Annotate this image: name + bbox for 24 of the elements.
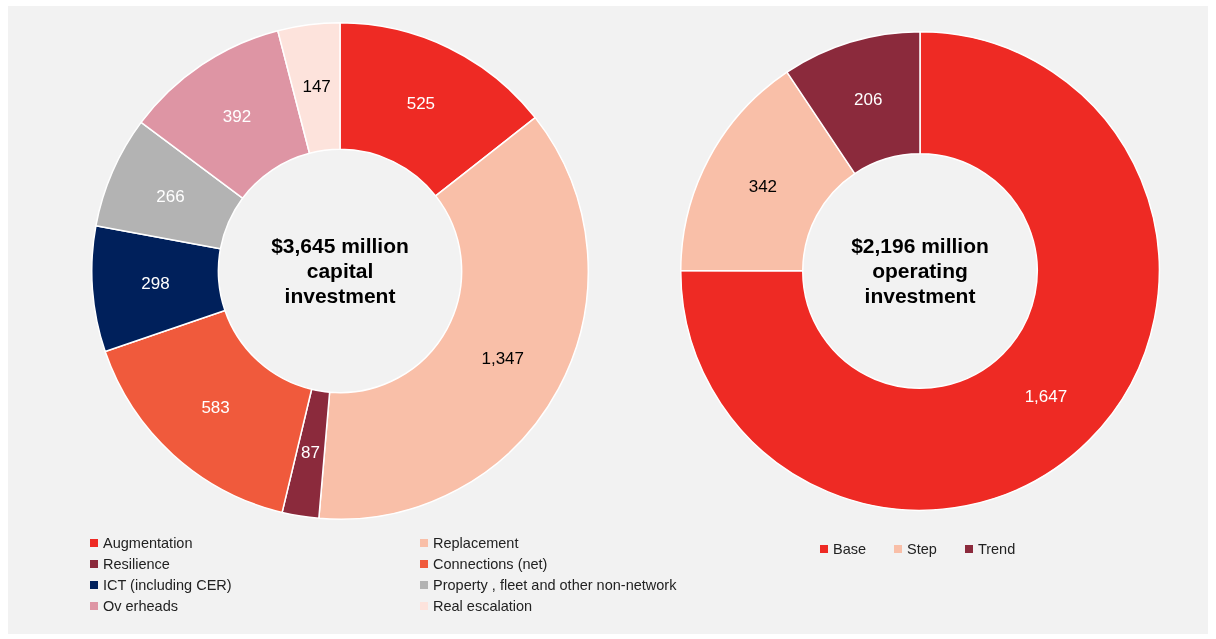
data-label: 298: [141, 274, 170, 294]
data-label: 87: [301, 443, 320, 463]
legend-label: Replacement: [433, 535, 519, 551]
legend-label: Augmentation: [103, 535, 193, 551]
legend-label: Base: [833, 541, 867, 557]
legend-label: Property , fleet and other non-network: [433, 577, 677, 593]
data-label: 266: [156, 186, 185, 206]
legend-label: Trend: [977, 541, 1016, 557]
legend-label: Connections (net): [433, 556, 548, 572]
data-label: 147: [302, 77, 331, 97]
text: $2,196 million operating investment: [850, 233, 990, 308]
data-label: 342: [748, 176, 778, 196]
legend-label: Step: [907, 541, 937, 557]
text: $3,645 million capital investment: [270, 233, 410, 308]
data-label: 583: [201, 397, 230, 417]
data-label: 1,647: [1024, 386, 1068, 406]
legend-label: Ov erheads: [103, 598, 178, 614]
data-label: 525: [406, 94, 436, 114]
data-label: 392: [222, 107, 252, 127]
legend-label: Real escalation: [433, 598, 533, 614]
data-label: 206: [854, 90, 883, 110]
legend-label: ICT (including CER): [103, 577, 232, 593]
legend-label: Resilience: [103, 556, 170, 572]
data-label: 1,347: [481, 348, 525, 368]
